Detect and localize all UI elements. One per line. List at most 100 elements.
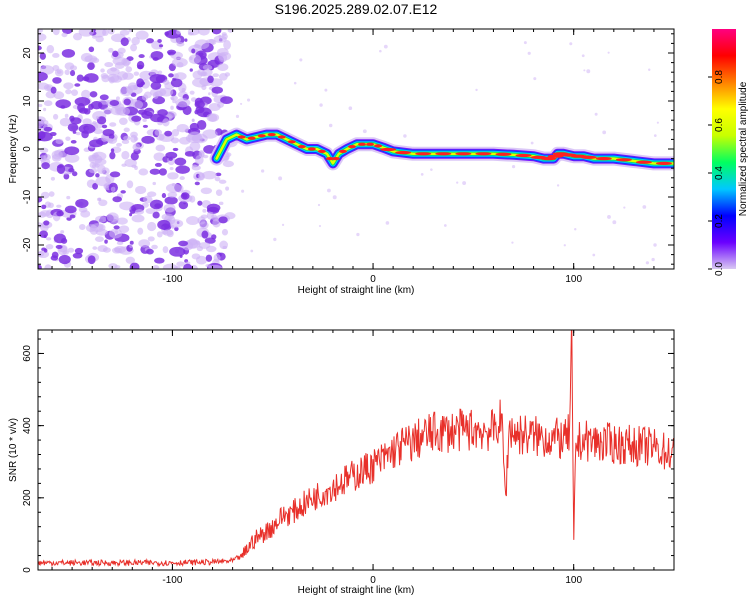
noise-blob [38,71,48,82]
noise-blob [208,264,223,269]
noise-blob [260,169,265,173]
noise-blob [145,208,156,214]
noise-blob [104,61,114,68]
ridge-peak [317,149,326,153]
noise-blob [53,91,65,100]
noise-blob [129,244,133,248]
noise-blob [224,72,231,77]
noise-blob [64,113,69,118]
noise-blob [192,70,203,80]
noise-blob [112,50,119,58]
noise-blob [201,84,207,91]
noise-blob [70,70,76,77]
noise-blob [49,131,57,137]
noise-blob [81,89,91,99]
noise-blob [55,138,64,145]
noise-blob [213,253,221,262]
noise-blob [155,144,166,152]
noise-blob [52,29,60,36]
noise-blob [123,127,130,133]
noise-blob [170,78,183,88]
noise-blob [362,129,367,134]
noise-blob [38,196,43,203]
noise-blob [194,181,200,186]
noise-blob [157,121,163,126]
noise-blob [154,257,165,264]
noise-blob [162,118,170,127]
noise-blob [38,130,46,139]
x-tick-label: 100 [565,274,582,285]
noise-blob [43,248,48,253]
noise-blob [152,181,157,186]
noise-blob [202,170,217,180]
noise-blob [135,30,149,40]
noise-blob [176,62,184,68]
noise-blob [278,176,283,181]
x-tick-label: 100 [565,575,582,586]
noise-blob [131,164,137,168]
noise-blob [569,42,573,46]
noise-blob [130,131,138,138]
noise-blob [162,246,169,254]
noise-blob [153,152,165,162]
noise-blob [48,191,55,197]
noise-blob [123,98,131,106]
noise-blob [157,219,171,230]
noise-blob [146,248,154,255]
noise-blob [75,131,81,136]
noise-blob [592,253,596,257]
noise-blob [162,263,178,269]
noise-blob [201,71,208,77]
noise-blob [38,45,42,51]
noise-blob [176,261,186,267]
noise-blob [55,99,71,109]
noise-blob [198,29,210,36]
noise-blob [250,249,254,253]
noise-blob [146,38,154,44]
noise-blob [533,77,537,81]
noise-blob [87,62,95,71]
noise-blob [123,58,130,67]
noise-blob [95,173,100,178]
noise-blob [201,230,209,239]
noise-blob [602,130,607,135]
noise-blob [119,29,130,36]
noise-blob [98,199,108,207]
noise-blob [91,35,97,39]
noise-blob [123,135,131,141]
noise-blob [70,139,77,144]
colorbar-label: Normalized spectral amplitude [738,81,749,216]
y-tick-label: 20 [22,47,33,59]
noise-blob [107,73,120,83]
colorbar-tick-label: 0.2 [714,214,725,228]
noise-blob [530,141,534,145]
noise-blob [189,68,193,72]
noise-blob [218,201,224,205]
noise-blob [129,262,140,269]
noise-blob [213,35,227,43]
y-tick-label: 10 [22,95,33,107]
noise-blob [240,102,243,105]
noise-blob [176,41,185,47]
noise-blob [383,44,388,49]
noise-blob [76,74,84,82]
noise-blob [121,139,130,145]
noise-blob [169,166,174,171]
noise-blob [299,58,303,62]
ridge-peak [635,160,652,164]
noise-blob [61,49,76,58]
noise-blob [165,183,182,193]
noise-blob [653,134,657,137]
noise-blob [97,164,106,175]
noise-blob [64,153,80,163]
noise-blob [211,86,223,94]
x-tick-label: 0 [370,575,376,586]
noise-blob [106,67,120,76]
noise-blob [152,91,159,99]
y-tick-label: 600 [22,345,33,362]
noise-blob [80,210,91,218]
noise-blob [52,113,59,120]
noise-blob [191,164,197,168]
ridge-peak [338,149,347,153]
noise-blob [527,51,531,55]
